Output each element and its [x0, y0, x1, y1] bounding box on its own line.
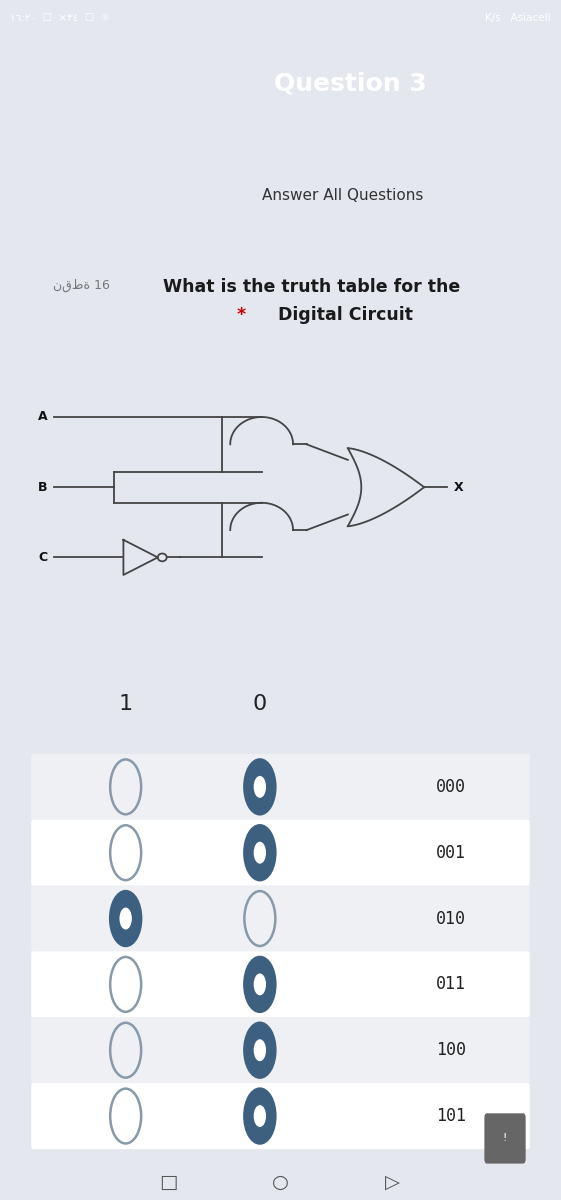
Text: ١٦:٢٠  ☐  ×٣٤  ☐  ☼: ١٦:٢٠ ☐ ×٣٤ ☐ ☼: [10, 13, 110, 23]
Circle shape: [245, 1022, 275, 1078]
Text: Question 3: Question 3: [274, 71, 426, 95]
Text: !: !: [503, 1133, 507, 1142]
Text: 000: 000: [436, 778, 466, 796]
FancyBboxPatch shape: [31, 754, 530, 820]
Text: 011: 011: [436, 976, 466, 994]
Text: 010: 010: [436, 910, 466, 928]
Text: نقطة 16: نقطة 16: [53, 278, 111, 292]
Text: 1: 1: [118, 694, 133, 714]
Text: 101: 101: [436, 1108, 466, 1126]
Text: *: *: [237, 306, 246, 324]
Circle shape: [110, 892, 141, 946]
FancyBboxPatch shape: [31, 1018, 530, 1084]
FancyBboxPatch shape: [31, 886, 530, 952]
Circle shape: [254, 1105, 266, 1127]
Circle shape: [245, 956, 275, 1012]
Text: C: C: [38, 551, 47, 564]
Text: ○: ○: [272, 1172, 289, 1192]
Text: ▷: ▷: [385, 1172, 400, 1192]
Circle shape: [119, 907, 132, 930]
FancyBboxPatch shape: [31, 952, 530, 1018]
Circle shape: [254, 776, 266, 798]
Text: A: A: [38, 410, 48, 424]
Circle shape: [245, 826, 275, 880]
Circle shape: [245, 1088, 275, 1144]
FancyBboxPatch shape: [31, 1084, 530, 1150]
Text: 0: 0: [252, 694, 267, 714]
Circle shape: [254, 841, 266, 864]
Text: 100: 100: [436, 1042, 466, 1060]
Circle shape: [254, 1039, 266, 1061]
FancyBboxPatch shape: [31, 820, 530, 886]
FancyBboxPatch shape: [484, 1114, 526, 1164]
Text: K/s   Asiacell: K/s Asiacell: [485, 13, 551, 23]
Text: X: X: [453, 481, 463, 493]
Text: Answer All Questions: Answer All Questions: [262, 187, 423, 203]
Text: □: □: [159, 1172, 177, 1192]
Circle shape: [254, 973, 266, 995]
Text: Digital Circuit: Digital Circuit: [272, 306, 413, 324]
Circle shape: [245, 760, 275, 815]
Text: B: B: [38, 481, 48, 493]
Text: 001: 001: [436, 844, 466, 862]
Text: What is the truth table for the: What is the truth table for the: [163, 278, 460, 296]
